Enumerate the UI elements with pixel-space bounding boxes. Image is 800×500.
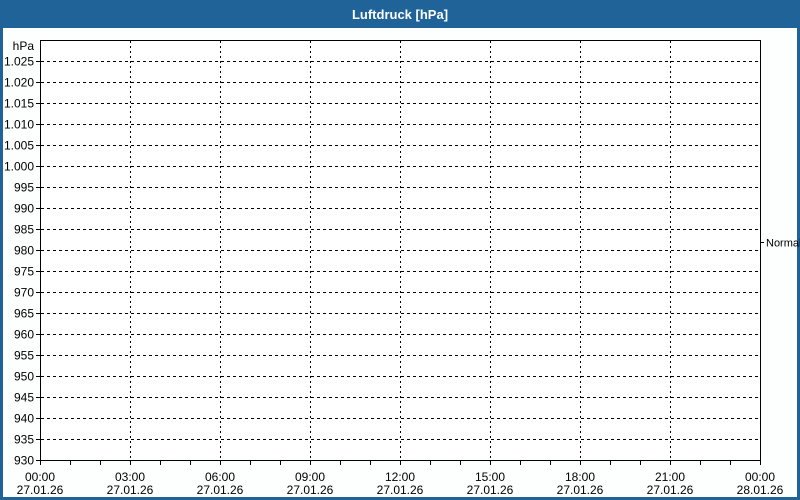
svg-text:950: 950 <box>14 370 34 384</box>
svg-text:955: 955 <box>14 349 34 363</box>
svg-text:06:00: 06:00 <box>205 470 235 484</box>
y-unit-label: hPa <box>13 39 35 53</box>
svg-text:995: 995 <box>14 181 34 195</box>
svg-text:18:00: 18:00 <box>565 470 595 484</box>
svg-text:970: 970 <box>14 286 34 300</box>
y-axis-labels: 1.025 1.020 1.015 1.010 1.005 1.000 995 990 985 9… <box>4 39 34 468</box>
svg-text:03:00: 03:00 <box>115 470 145 484</box>
svg-text:1.010: 1.010 <box>4 118 34 132</box>
title-bar: Luftdruck [hPa] <box>0 0 800 28</box>
svg-text:09:00: 09:00 <box>295 470 325 484</box>
svg-text:27.01.26: 27.01.26 <box>287 483 334 497</box>
svg-text:945: 945 <box>14 391 34 405</box>
normal-label: Normal <box>766 238 800 250</box>
svg-text:985: 985 <box>14 223 34 237</box>
svg-text:975: 975 <box>14 265 34 279</box>
svg-text:1.000: 1.000 <box>4 160 34 174</box>
svg-text:27.01.26: 27.01.26 <box>467 483 514 497</box>
svg-text:27.01.26: 27.01.26 <box>557 483 604 497</box>
svg-text:27.01.26: 27.01.26 <box>107 483 154 497</box>
svg-text:27.01.26: 27.01.26 <box>17 483 64 497</box>
svg-text:930: 930 <box>14 454 34 468</box>
svg-text:965: 965 <box>14 307 34 321</box>
y-axis-ticks <box>36 61 40 461</box>
svg-text:00:00: 00:00 <box>745 470 775 484</box>
chart-title: Luftdruck [hPa] <box>351 6 449 22</box>
svg-text:1.005: 1.005 <box>4 139 34 153</box>
svg-text:27.01.26: 27.01.26 <box>197 483 244 497</box>
x-axis-labels: 00:0027.01.2603:0027.01.2606:0027.01.260… <box>17 470 784 497</box>
svg-text:00:00: 00:00 <box>25 470 55 484</box>
svg-text:21:00: 21:00 <box>655 470 685 484</box>
svg-text:27.01.26: 27.01.26 <box>377 483 424 497</box>
chart-canvas: 1.025 1.020 1.015 1.010 1.005 1.000 995 990 985 9… <box>3 28 800 497</box>
svg-text:1.020: 1.020 <box>4 76 34 90</box>
normal-annotation: Normal <box>760 238 800 250</box>
svg-text:935: 935 <box>14 433 34 447</box>
x-axis-ticks <box>40 460 761 465</box>
svg-text:28.01.26: 28.01.26 <box>737 483 784 497</box>
svg-text:960: 960 <box>14 328 34 342</box>
svg-text:1.025: 1.025 <box>4 55 34 69</box>
plot-border <box>40 40 761 461</box>
svg-text:15:00: 15:00 <box>475 470 505 484</box>
svg-text:980: 980 <box>14 244 34 258</box>
svg-text:1.015: 1.015 <box>4 97 34 111</box>
svg-text:940: 940 <box>14 412 34 426</box>
svg-text:990: 990 <box>14 202 34 216</box>
svg-text:12:00: 12:00 <box>385 470 415 484</box>
svg-text:27.01.26: 27.01.26 <box>647 483 694 497</box>
pressure-chart: 1.025 1.020 1.015 1.010 1.005 1.000 995 990 985 9… <box>4 39 800 497</box>
